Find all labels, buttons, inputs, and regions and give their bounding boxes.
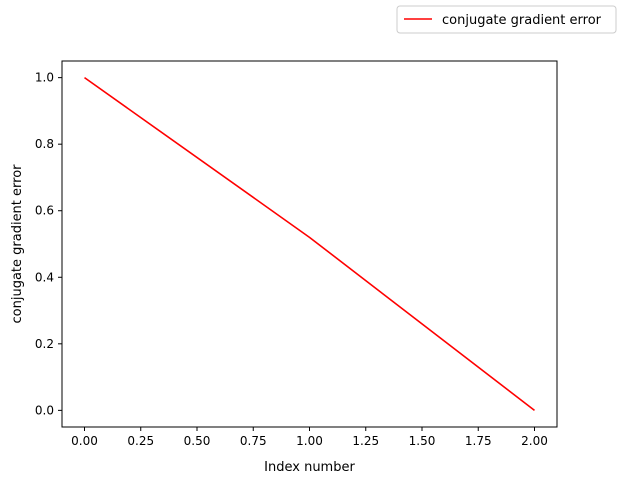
x-tick-label: 0.50 <box>184 434 211 448</box>
y-axis-ticks: 0.0 0.2 0.4 0.6 0.8 1.0 <box>35 71 62 417</box>
y-tick-label: 1.0 <box>35 71 54 85</box>
y-tick-label: 0.0 <box>35 403 54 417</box>
legend-box <box>396 5 617 34</box>
x-tick-label: 0.75 <box>240 434 267 448</box>
y-tick-label: 0.4 <box>35 270 54 284</box>
x-tick-label: 2.00 <box>521 434 548 448</box>
y-tick-label: 0.6 <box>35 204 54 218</box>
legend-label: conjugate gradient error <box>442 13 602 28</box>
x-tick-label: 1.50 <box>409 434 436 448</box>
x-tick-label: 1.25 <box>352 434 379 448</box>
x-axis-label: Index number <box>264 460 355 475</box>
y-tick-label: 0.2 <box>35 337 54 351</box>
y-tick-label: 0.8 <box>35 137 54 151</box>
x-tick-label: 0.25 <box>127 434 154 448</box>
x-tick-label: 1.00 <box>296 434 323 448</box>
series-line <box>84 76 535 411</box>
x-tick-label: 1.75 <box>465 434 492 448</box>
legend: conjugate gradient error <box>396 5 617 34</box>
x-tick-label: 0.00 <box>71 434 98 448</box>
series-layer <box>84 76 535 411</box>
x-axis-ticks: 0.00 0.25 0.50 0.75 1.00 1.25 1.50 1.75 2.00 <box>71 427 548 448</box>
y-axis-label: conjugate gradient error <box>10 164 25 324</box>
